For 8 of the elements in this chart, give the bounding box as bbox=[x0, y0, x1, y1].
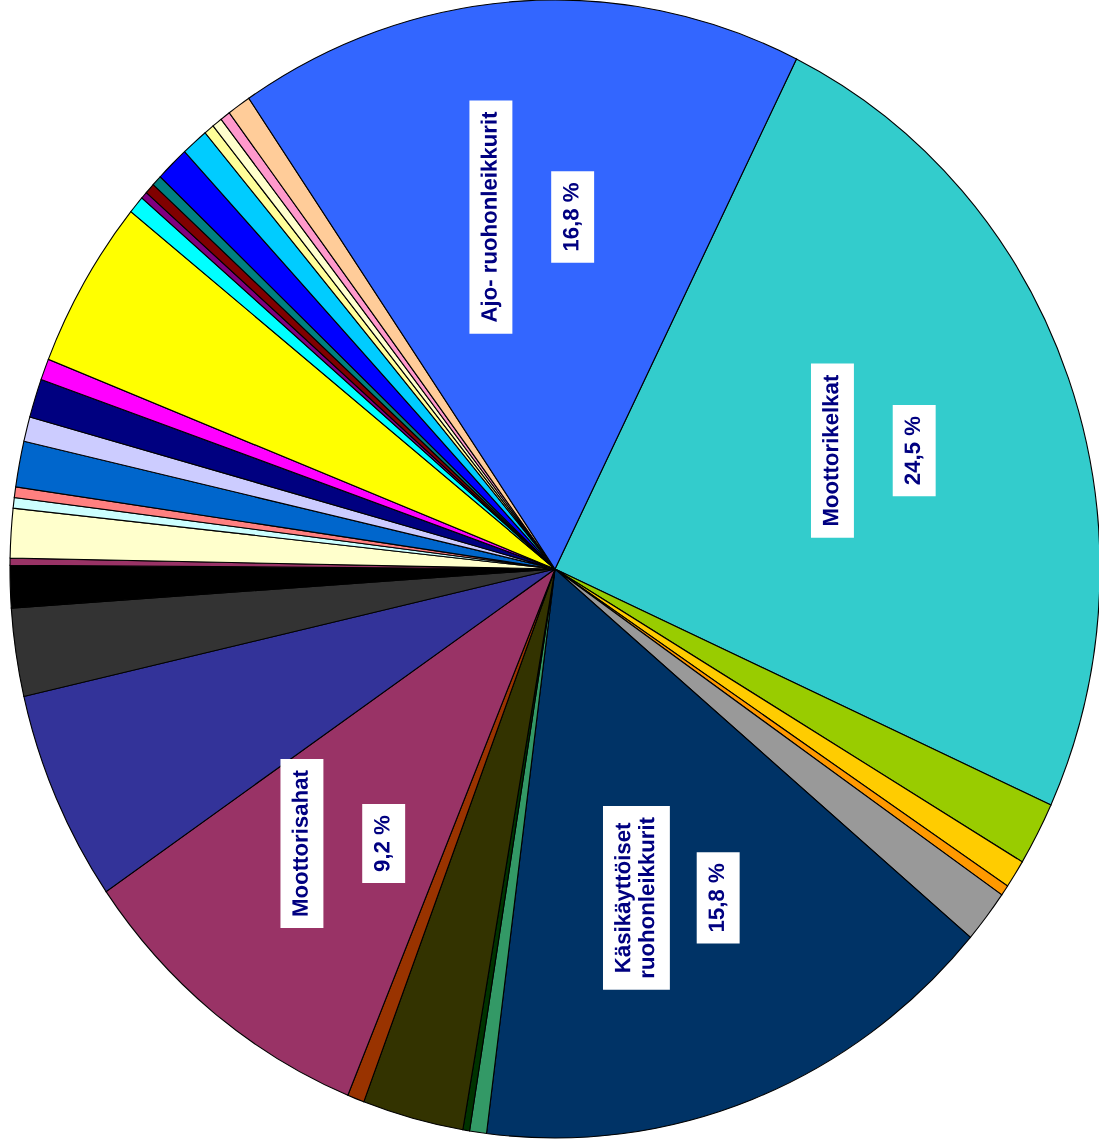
slice-label: Ajo- ruohonleikkurit bbox=[480, 111, 502, 323]
data-label: 9,2 % bbox=[373, 815, 393, 872]
data-label: 15,8 % bbox=[708, 863, 728, 932]
data-label: 24,5 % bbox=[904, 416, 924, 485]
data-label: 16,8 % bbox=[562, 183, 582, 251]
slice-label: Moottorisahat bbox=[291, 770, 308, 916]
slice-label: Moottorikelkat bbox=[822, 374, 839, 526]
slice-label: Käsikäyttöiset ruohonleikkurit bbox=[614, 817, 655, 978]
